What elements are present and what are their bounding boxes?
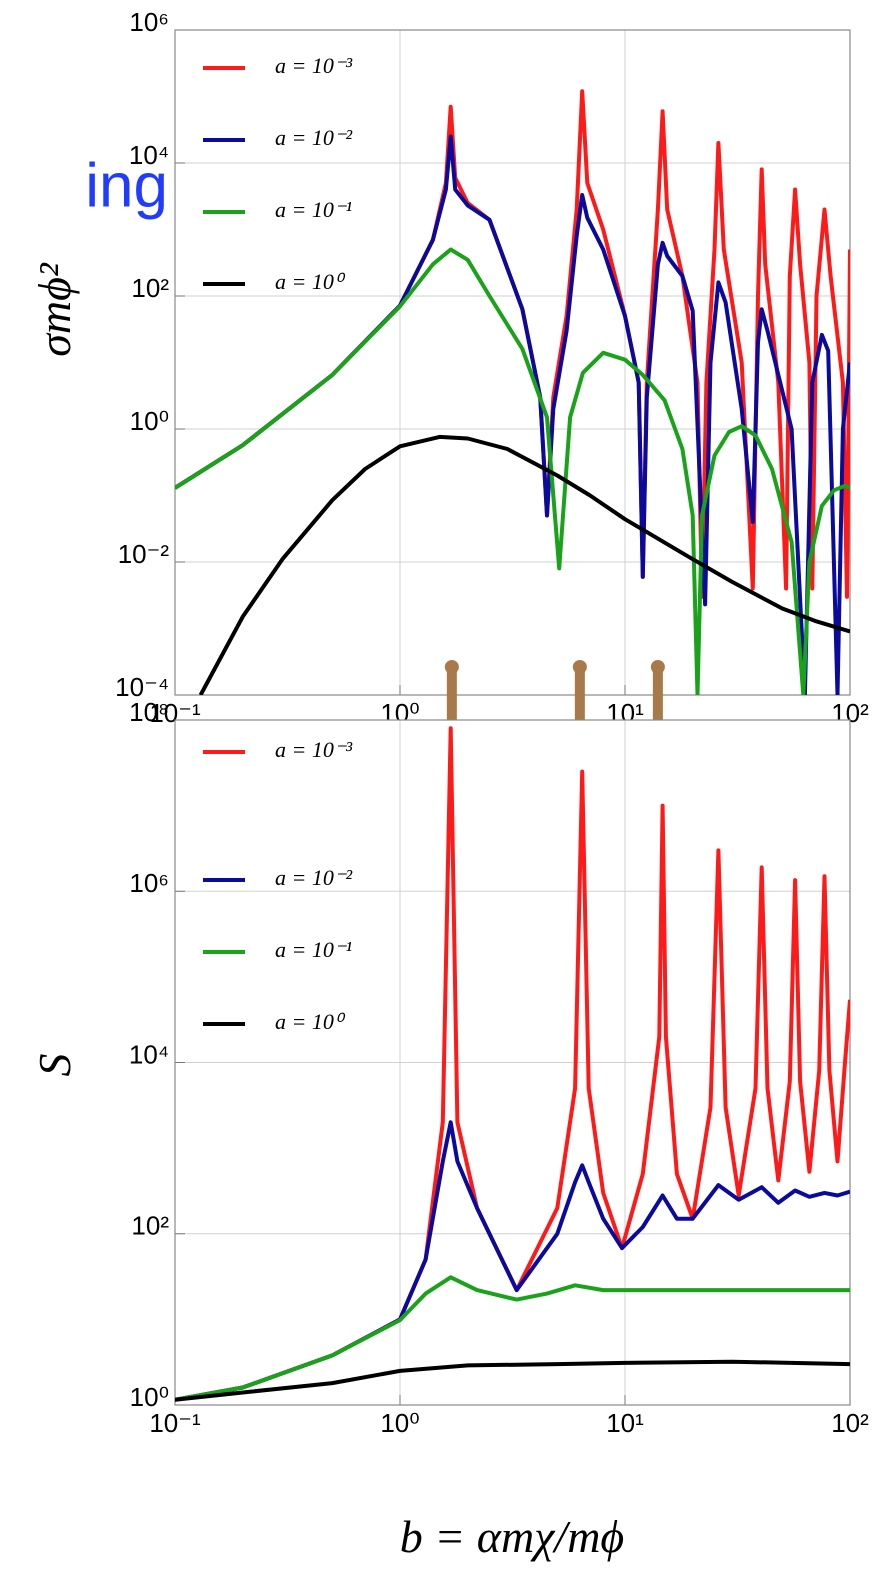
y-tick-label: 10⁰ <box>130 1382 169 1412</box>
y-tick-label: 10⁻² <box>118 539 170 569</box>
x-tick-label: 10² <box>831 1408 869 1438</box>
legend-label: a = 10⁻² <box>275 125 352 150</box>
legend-label: a = 10⁰ <box>275 269 346 294</box>
legend-label: a = 10⁻¹ <box>275 197 352 222</box>
marker-end <box>650 660 665 674</box>
y-tick-label: 10⁴ <box>129 1039 169 1069</box>
legend-label: a = 10⁻³ <box>275 737 352 762</box>
legend-label: a = 10⁻³ <box>275 53 352 78</box>
marker-end <box>444 660 459 674</box>
y-tick-label: 10⁶ <box>129 868 169 898</box>
legend-label: a = 10⁻¹ <box>275 937 352 962</box>
marker-end <box>572 660 587 674</box>
series-line <box>175 247 850 695</box>
series-line <box>175 726 850 1402</box>
y-axis-label: S <box>29 1054 80 1077</box>
series-line <box>175 134 850 695</box>
series-line <box>175 1120 850 1402</box>
legend-label: a = 10⁻² <box>275 865 352 890</box>
y-tick-label: 10⁴ <box>129 140 169 170</box>
x-tick-label: 10¹ <box>606 1408 644 1438</box>
x-tick-label: 10⁰ <box>380 1408 419 1438</box>
plot-frame <box>174 719 851 1406</box>
series-line <box>198 434 850 695</box>
y-tick-label: 10² <box>131 1211 169 1241</box>
y-tick-label: 10² <box>131 273 169 303</box>
y-tick-label: 10⁸ <box>129 697 169 727</box>
y-tick-label: 10⁰ <box>130 406 169 436</box>
x-axis-label: b = αmχ/mϕ <box>400 1511 624 1562</box>
y-tick-label: 10⁶ <box>129 7 169 37</box>
plot-lines <box>175 726 850 1402</box>
plot-lines <box>175 89 850 695</box>
series-line <box>175 1359 850 1402</box>
x-tick-label: 10⁻¹ <box>149 1408 201 1438</box>
y-tick-label: 10⁻⁴ <box>115 672 169 702</box>
slide-text-fragment: ing <box>85 151 168 220</box>
series-line <box>175 1275 850 1402</box>
legend-label: a = 10⁰ <box>275 1009 346 1034</box>
y-axis-label: σmϕ² <box>29 262 80 357</box>
